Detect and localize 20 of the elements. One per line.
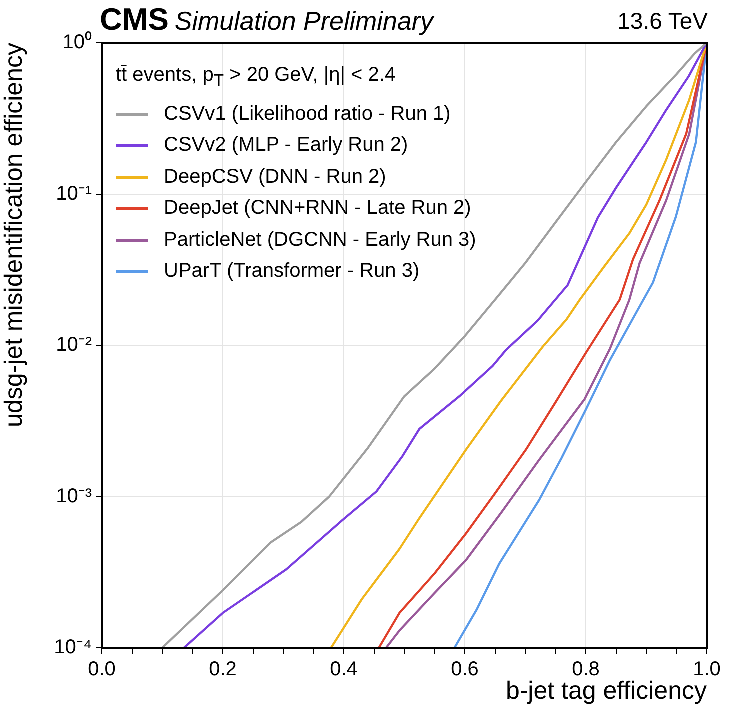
legend-label: CSVv1 (Likelihood ratio - Run 1) — [164, 102, 451, 126]
legend-label: DeepJet (CNN+RNN - Late Run 2) — [164, 196, 472, 221]
text: 13.6 TeV — [618, 8, 708, 35]
y-axis-title: udsg-jet misidentification efficiency — [0, 42, 28, 428]
chart-subtitle: Simulation Preliminary — [174, 6, 434, 36]
y-tick-label: 10⁻² — [56, 334, 92, 356]
legend-label: ParticleNet (DGCNN - Early Run 3) — [164, 228, 476, 252]
legend-title: tt̄ events, p$_{T}$ > 20 GeV, |η| < 2.4 — [116, 63, 398, 92]
x-tick-label: 0.6 — [451, 658, 479, 681]
y-tick-label: 10⁰ — [62, 30, 92, 54]
x-tick-label: 0.4 — [330, 658, 358, 681]
y-tick-label: 10⁻⁴ — [54, 636, 92, 659]
chart-title: CMS — [100, 2, 169, 37]
legend-label: UParT (Transformer - Run 3) — [164, 259, 420, 284]
y-tick-label: 10⁻³ — [56, 485, 92, 508]
legend-label: DeepCSV (DNN - Run 2) — [164, 164, 386, 190]
x-tick-label: 0.0 — [88, 658, 116, 681]
legend-label: CSVv2 (MLP - Early Run 2) — [164, 133, 408, 158]
x-tick-label: 0.2 — [209, 658, 237, 681]
y-tick-label: 10⁻¹ — [56, 182, 92, 205]
